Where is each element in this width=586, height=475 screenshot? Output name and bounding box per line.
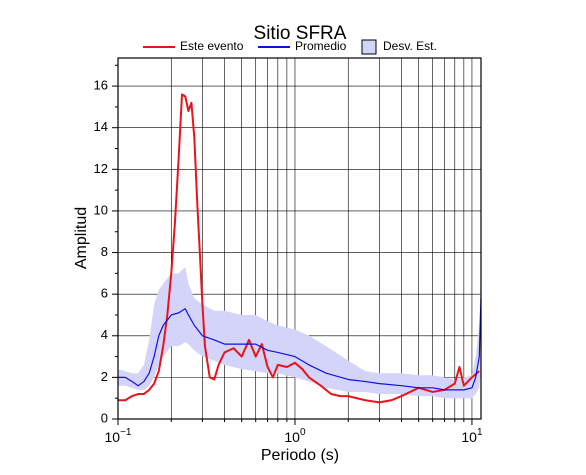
legend-swatch	[361, 39, 377, 55]
legend-label: Este evento	[180, 39, 244, 53]
y-tick-label: 8	[101, 244, 108, 259]
series-line	[118, 298, 482, 391]
x-axis-label: Periodo (s)	[261, 447, 339, 464]
tick-base: 10	[284, 429, 300, 445]
x-tick-label: 100	[284, 427, 306, 445]
y-tick-label: 2	[101, 369, 108, 384]
y-axis-label: Amplitud	[73, 207, 90, 269]
y-tick-label: 14	[94, 119, 108, 134]
y-tick-label: 16	[94, 78, 108, 93]
y-tick-label: 12	[94, 161, 108, 176]
std-band	[118, 262, 481, 399]
y-tick-label: 10	[94, 202, 108, 217]
tick-base: 10	[105, 429, 121, 445]
x-tick-label: 10−1	[105, 427, 132, 445]
y-tick-label: 6	[101, 286, 108, 301]
y-tick-label: 4	[101, 327, 108, 342]
tick-base: 10	[461, 429, 477, 445]
plot-frame	[117, 57, 482, 420]
x-tick-label: 101	[461, 427, 483, 445]
legend-label: Desv. Est.	[383, 39, 437, 53]
tick-exponent: −1	[120, 427, 132, 438]
y-tick-label: 0	[101, 410, 108, 425]
tick-exponent: 1	[477, 427, 483, 438]
tick-exponent: 0	[300, 427, 306, 438]
legend-label: Promedio	[295, 39, 347, 53]
chart-title: Sitio SFRA	[254, 23, 347, 44]
